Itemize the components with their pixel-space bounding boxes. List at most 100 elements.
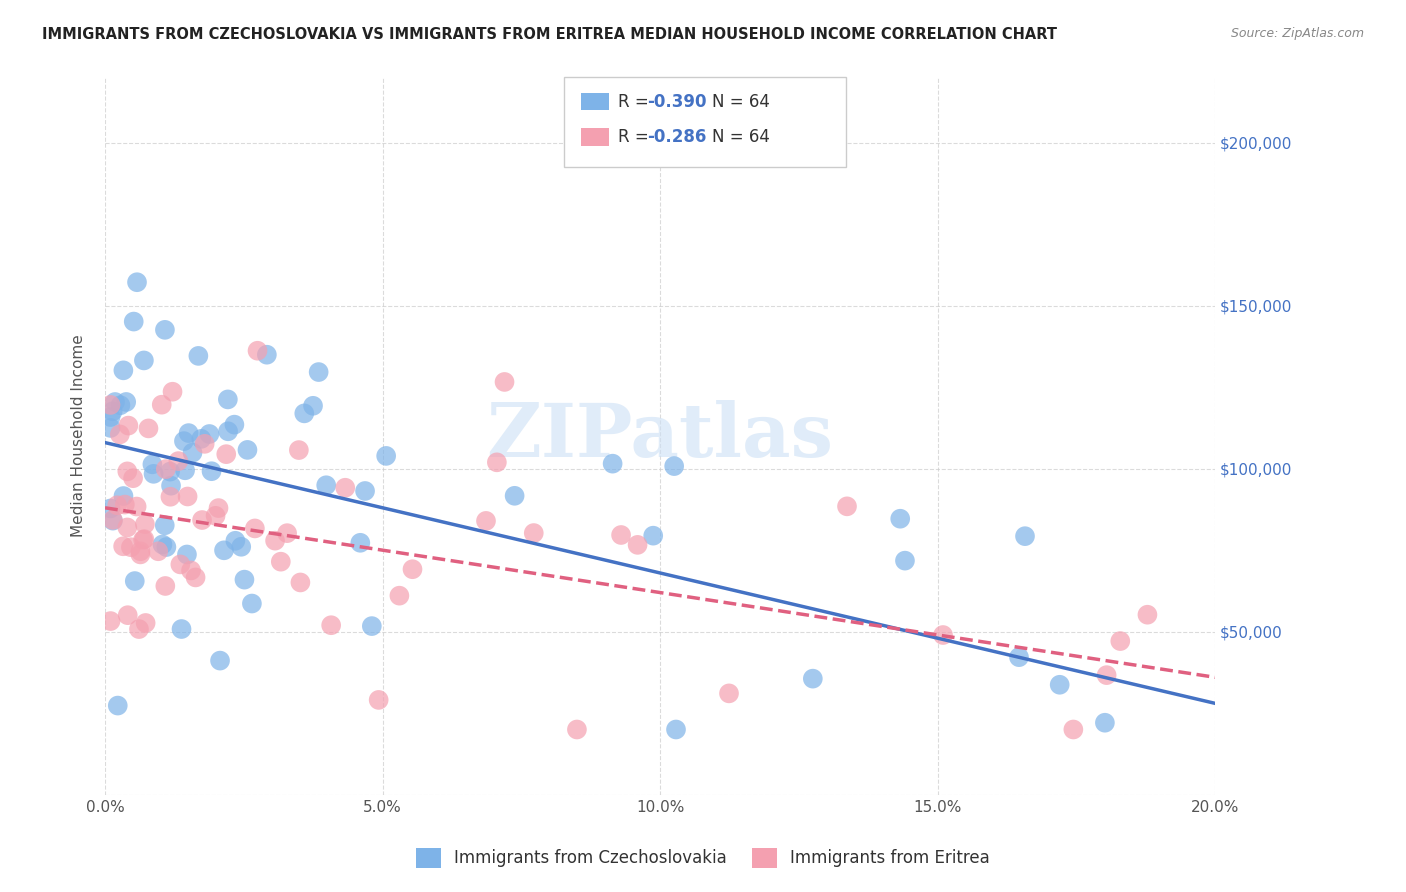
Point (256, 348, 278, 362)
Point (243, 521, 266, 535)
Point (112, 539, 135, 553)
Point (155, 540, 177, 554)
Point (115, 395, 138, 409)
Point (125, 275, 148, 289)
Point (302, 399, 325, 413)
Point (292, 406, 315, 420)
Point (159, 465, 181, 479)
Point (503, 489, 526, 503)
Point (1008, 650, 1031, 665)
Point (100, 421, 122, 435)
Point (100, 614, 122, 628)
Point (129, 548, 152, 562)
Point (288, 443, 311, 458)
Text: N = 64: N = 64 (711, 93, 770, 111)
Point (194, 437, 217, 451)
Point (104, 395, 127, 409)
Point (150, 398, 173, 412)
Point (101, 513, 124, 527)
Point (124, 574, 146, 588)
Point (388, 589, 411, 603)
Point (315, 478, 337, 492)
Point (191, 513, 214, 527)
Legend: Immigrants from Czechoslovakia, Immigrants from Eritrea: Immigrants from Czechoslovakia, Immigran… (409, 841, 997, 875)
Text: R =: R = (617, 128, 654, 146)
Point (100, 501, 122, 516)
Point (160, 479, 183, 493)
Point (1095, 668, 1118, 682)
Point (105, 498, 128, 512)
Point (134, 517, 156, 532)
Point (117, 418, 139, 433)
Point (122, 471, 145, 485)
Point (170, 622, 193, 636)
Point (367, 693, 389, 707)
Point (718, 686, 741, 700)
Point (270, 555, 292, 569)
Point (152, 537, 174, 551)
Point (643, 529, 665, 543)
Point (1062, 723, 1084, 737)
Point (354, 483, 377, 498)
Point (485, 455, 508, 469)
Point (360, 619, 382, 633)
Text: ZIPatlas: ZIPatlas (486, 400, 834, 473)
Point (308, 365, 330, 379)
Point (321, 618, 343, 632)
Point (125, 500, 148, 514)
Point (212, 543, 235, 558)
Point (204, 508, 226, 523)
Point (153, 323, 176, 337)
Point (184, 570, 207, 584)
Point (134, 532, 156, 546)
Point (122, 315, 145, 329)
Point (117, 608, 139, 623)
Y-axis label: Median Household Income: Median Household Income (72, 334, 86, 538)
Point (835, 500, 858, 514)
Point (523, 526, 546, 541)
Point (114, 498, 136, 512)
Point (401, 562, 423, 576)
Text: -0.390: -0.390 (647, 93, 707, 111)
Point (349, 536, 371, 550)
Point (240, 597, 263, 611)
Point (290, 575, 312, 590)
Point (138, 421, 160, 435)
Point (190, 432, 212, 446)
Point (1109, 634, 1132, 648)
Point (100, 410, 122, 425)
Point (801, 672, 824, 686)
Point (132, 533, 155, 547)
Point (101, 514, 124, 528)
Point (217, 425, 239, 439)
Point (117, 464, 139, 478)
Point (565, 723, 588, 737)
Point (120, 540, 142, 554)
Point (224, 417, 246, 432)
Text: IMMIGRANTS FROM CZECHOSLOVAKIA VS IMMIGRANTS FROM ERITREA MEDIAN HOUSEHOLD INCOM: IMMIGRANTS FROM CZECHOSLOVAKIA VS IMMIGR… (42, 27, 1057, 42)
Point (187, 349, 209, 363)
Point (1014, 529, 1036, 543)
Point (173, 434, 195, 449)
Text: N = 64: N = 64 (711, 128, 770, 146)
Point (1049, 678, 1071, 692)
Point (176, 548, 198, 562)
Point (207, 501, 229, 516)
Point (100, 398, 122, 412)
Point (602, 457, 624, 471)
Point (264, 533, 287, 548)
Point (153, 518, 176, 533)
Point (224, 533, 246, 548)
Text: R =: R = (617, 93, 654, 111)
Point (117, 520, 139, 534)
Point (494, 375, 516, 389)
Point (132, 353, 155, 368)
Point (135, 615, 157, 630)
Point (112, 489, 135, 503)
Point (155, 579, 177, 593)
Point (101, 404, 124, 418)
Point (1136, 607, 1159, 622)
Point (169, 558, 191, 572)
Point (217, 392, 239, 407)
Point (148, 544, 170, 558)
